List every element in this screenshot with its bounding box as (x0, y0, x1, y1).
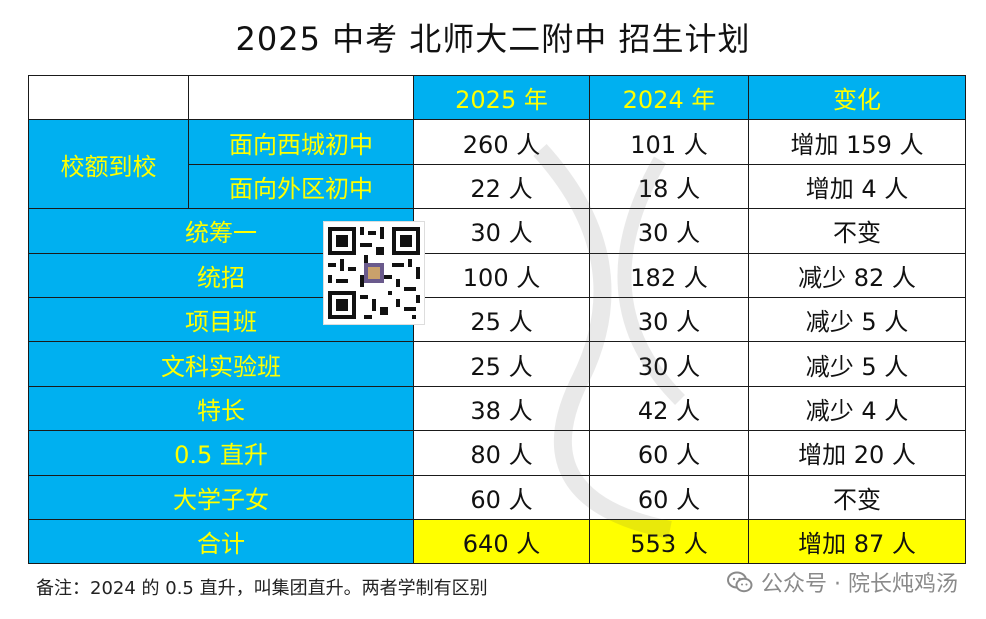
table-row: 特长 38 人 42 人 减少 4 人 (28, 385, 966, 432)
table-row: 统筹一 30 人 30 人 不变 (28, 208, 966, 254)
value-2024: 30 人 (589, 208, 749, 254)
table-row: 0.5 直升 80 人 60 人 增加 20 人 (28, 430, 966, 476)
value-2025: 80 人 (413, 430, 590, 476)
value-2025: 60 人 (413, 474, 590, 520)
value-change: 减少 5 人 (748, 296, 966, 343)
value-2024: 18 人 (589, 163, 749, 210)
value-2024: 42 人 (589, 385, 749, 432)
value-2024: 60 人 (589, 430, 749, 476)
total-change: 增加 87 人 (748, 518, 966, 565)
footnote: 备注：2024 的 0.5 直升，叫集团直升。两者学制有区别 (36, 578, 488, 599)
wechat-icon (727, 571, 753, 593)
value-2024: 60 人 (589, 474, 749, 520)
value-2024: 101 人 (589, 119, 749, 165)
value-change: 增加 20 人 (748, 430, 966, 476)
value-change: 增加 4 人 (748, 163, 966, 210)
admission-table: 2025 年 2024 年 变化 校额到校 面向西城初中 260 人 101 人… (28, 74, 966, 565)
header-empty-1 (28, 74, 189, 121)
source-credit: 公众号 · 院长炖鸡汤 (727, 566, 958, 598)
table-row: 项目班 25 人 30 人 减少 5 人 (28, 296, 966, 343)
total-2025: 640 人 (413, 518, 590, 565)
value-change: 不变 (748, 208, 966, 254)
table-row: 大学子女 60 人 60 人 不变 (28, 474, 966, 520)
row-label: 0.5 直升 (28, 430, 414, 476)
table-row: 文科实验班 25 人 30 人 减少 5 人 (28, 341, 966, 387)
table-row: 校额到校 面向西城初中 260 人 101 人 增加 159 人 (28, 119, 966, 210)
row-label: 大学子女 (28, 474, 414, 520)
header-empty-2 (188, 74, 414, 121)
value-2025: 25 人 (413, 341, 590, 387)
value-2025: 25 人 (413, 296, 590, 343)
value-2024: 182 人 (589, 252, 749, 298)
value-2025: 22 人 (413, 163, 590, 210)
table-row: 统招 100 人 182 人 减少 82 人 (28, 252, 966, 298)
value-2025: 30 人 (413, 208, 590, 254)
value-change: 不变 (748, 474, 966, 520)
row-label: 面向外区初中 (188, 163, 414, 210)
value-change: 减少 4 人 (748, 385, 966, 432)
group-label: 校额到校 (28, 119, 189, 210)
value-2025: 100 人 (413, 252, 590, 298)
source-text: 公众号 · 院长炖鸡汤 (761, 572, 958, 597)
header-change: 变化 (748, 74, 966, 121)
total-row: 合计 640 人 553 人 增加 87 人 (28, 518, 966, 565)
value-change: 增加 159 人 (748, 119, 966, 165)
row-label: 特长 (28, 385, 414, 432)
value-2025: 38 人 (413, 385, 590, 432)
header-2024: 2024 年 (589, 74, 749, 121)
header-2025: 2025 年 (413, 74, 590, 121)
value-2024: 30 人 (589, 341, 749, 387)
value-2025: 260 人 (413, 119, 590, 165)
header-row: 2025 年 2024 年 变化 (28, 74, 966, 121)
total-2024: 553 人 (589, 518, 749, 565)
value-change: 减少 5 人 (748, 341, 966, 387)
row-label: 文科实验班 (28, 341, 414, 387)
qr-code-icon (324, 222, 424, 324)
row-label: 面向西城初中 (188, 119, 414, 165)
value-2024: 30 人 (589, 296, 749, 343)
total-label: 合计 (28, 518, 414, 565)
value-change: 减少 82 人 (748, 252, 966, 298)
page-title: 2025 中考 北师大二附中 招生计划 (235, 20, 751, 58)
table-row: 面向外区初中 22 人 18 人 增加 4 人 (29, 163, 966, 210)
